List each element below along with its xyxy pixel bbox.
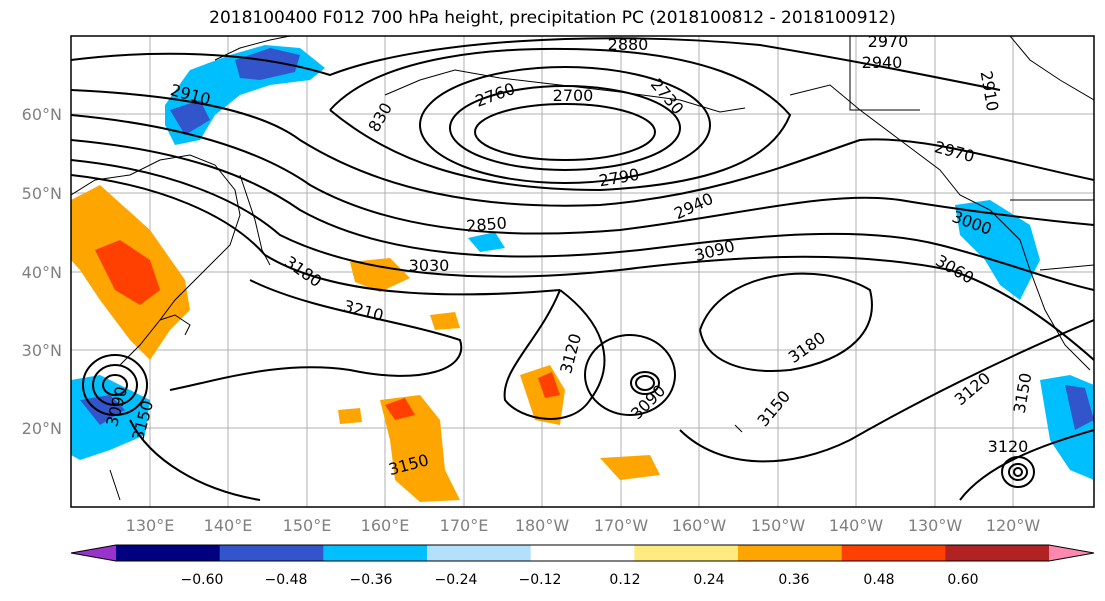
- colorbar-tick-label: 0.48: [863, 572, 894, 588]
- colorbar-segment: [427, 545, 532, 561]
- lon-tick-label: 130°W: [908, 516, 963, 535]
- lat-tick-label: 50°N: [22, 184, 62, 203]
- colorbar-ticks: −0.60 −0.48 −0.36 −0.24 −0.12 0.12 0.24 …: [181, 572, 979, 588]
- height-contours: [71, 37, 1094, 501]
- lon-tick-label: 170°E: [440, 516, 489, 535]
- contour-label: 2970: [868, 32, 909, 51]
- colorbar-tick-label: 0.12: [609, 572, 640, 588]
- colorbar-segment: [841, 545, 946, 561]
- lon-tick-label: 130°E: [126, 516, 175, 535]
- colorbar-tick-label: −0.60: [181, 572, 224, 588]
- colorbar-segment: [738, 545, 843, 561]
- map-frame: [70, 35, 1095, 508]
- colorbar-tick-label: 0.36: [778, 572, 809, 588]
- colorbar-tick-label: 0.24: [693, 572, 724, 588]
- colorbar-segment: [634, 545, 739, 561]
- lat-axis: 20°N 30°N 40°N 50°N 60°N: [22, 105, 62, 438]
- lon-tick-label: 150°E: [283, 516, 332, 535]
- colorbar-segment: [116, 545, 221, 561]
- lon-tick-label: 160°W: [672, 516, 727, 535]
- colorbar-extension-low: [71, 545, 116, 561]
- colorbar-tick-label: −0.48: [265, 572, 308, 588]
- lat-tick-label: 30°N: [22, 341, 62, 360]
- contour-label: 2880: [608, 35, 649, 54]
- lat-tick-label: 60°N: [22, 105, 62, 124]
- lon-tick-label: 160°E: [361, 516, 410, 535]
- lon-tick-label: 120°W: [986, 516, 1041, 535]
- lon-tick-label: 150°W: [751, 516, 806, 535]
- colorbar-extension-high: [1049, 545, 1094, 561]
- contour-label: 3030: [409, 256, 450, 275]
- colorbar-segment: [945, 545, 1050, 561]
- colorbar-tick-label: −0.12: [519, 572, 562, 588]
- lon-axis: 130°E 140°E 150°E 160°E 170°E 180°W 170°…: [126, 516, 1041, 535]
- colorbar-tick-label: −0.36: [350, 572, 393, 588]
- lon-tick-label: 140°E: [204, 516, 253, 535]
- colorbar-outline: [70, 544, 1095, 562]
- lon-tick-label: 140°W: [829, 516, 884, 535]
- contour-label: 2940: [862, 53, 903, 72]
- contour-label: 2700: [553, 86, 594, 105]
- map-title: 2018100400 F012 700 hPa height, precipit…: [209, 8, 896, 28]
- precip-shading: [71, 45, 1094, 502]
- colorbar-segment: [219, 545, 324, 561]
- lon-tick-label: 180°W: [515, 516, 570, 535]
- contour-label: 3120: [988, 437, 1029, 456]
- colorbar-segment: [323, 545, 428, 561]
- colorbar-segment: [530, 545, 635, 561]
- colorbar: −0.60 −0.48 −0.36 −0.24 −0.12 0.12 0.24 …: [70, 544, 1095, 588]
- lat-tick-label: 20°N: [22, 419, 62, 438]
- contour-label: 2850: [465, 213, 507, 235]
- colorbar-tick-label: −0.24: [435, 572, 478, 588]
- lon-tick-label: 170°W: [594, 516, 649, 535]
- colorbar-segments: [71, 545, 1094, 561]
- lat-tick-label: 40°N: [22, 263, 62, 282]
- colorbar-tick-label: 0.60: [947, 572, 978, 588]
